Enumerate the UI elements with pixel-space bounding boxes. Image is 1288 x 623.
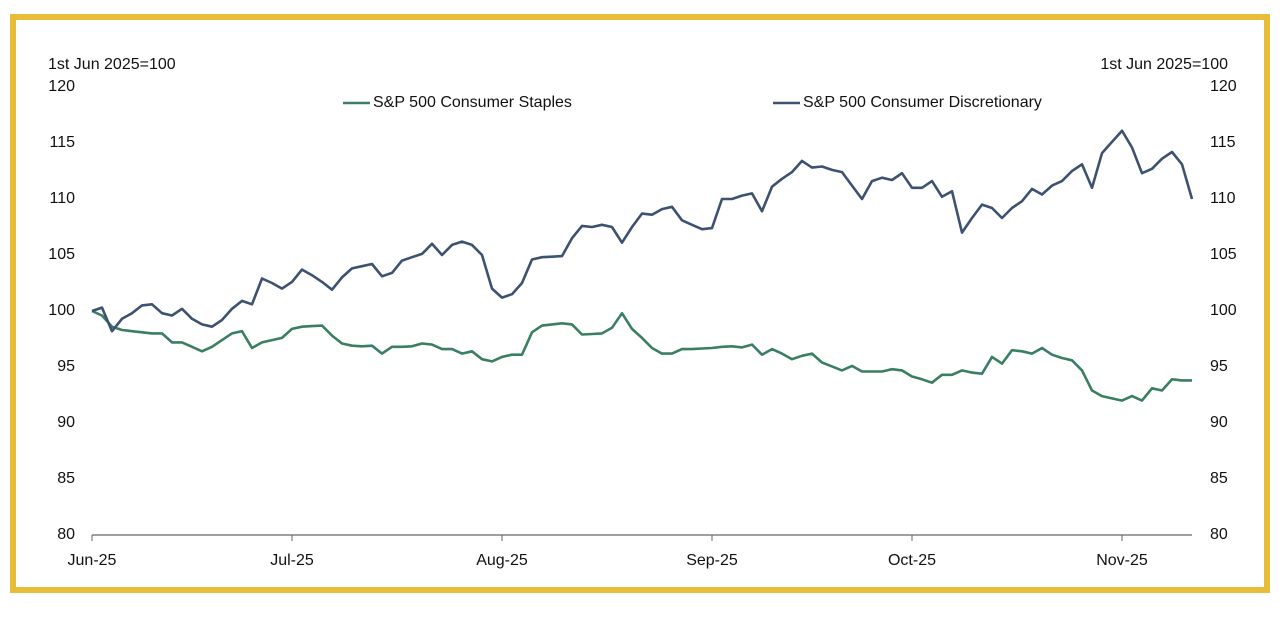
y-tick-label: 80 — [57, 526, 75, 543]
y2-tick-label: 80 — [1210, 526, 1228, 543]
y2-axis-label: 1st Jun 2025=100 — [1100, 56, 1228, 73]
y-tick-label: 95 — [57, 358, 75, 375]
series-line — [91, 309, 1192, 402]
y2-tick-label: 120 — [1210, 78, 1237, 95]
y2-tick-label: 105 — [1210, 246, 1237, 263]
y2-tick-label: 100 — [1210, 302, 1237, 319]
y-tick-label: 85 — [57, 470, 75, 487]
x-tick-label: Sep-25 — [686, 552, 738, 569]
y2-tick-label: 85 — [1210, 470, 1228, 487]
y2-tick-label: 95 — [1210, 358, 1228, 375]
x-tick-label: Nov-25 — [1096, 552, 1148, 569]
y2-tick-label: 115 — [1210, 134, 1236, 151]
y-axis-label: 1st Jun 2025=100 — [48, 56, 176, 73]
series-line — [91, 129, 1194, 333]
y-tick-label: 90 — [57, 414, 75, 431]
x-tick-label: Oct-25 — [888, 552, 936, 569]
y-tick-label: 115 — [49, 134, 75, 151]
legend-label: S&P 500 Consumer Staples — [373, 94, 572, 111]
x-tick-label: Aug-25 — [476, 552, 528, 569]
x-tick-label: Jun-25 — [68, 552, 117, 569]
y-tick-label: 120 — [48, 78, 75, 95]
y2-tick-label: 90 — [1210, 414, 1228, 431]
legend-label: S&P 500 Consumer Discretionary — [803, 94, 1042, 111]
x-tick-label: Jul-25 — [270, 552, 314, 569]
y-tick-label: 105 — [48, 246, 75, 263]
frame — [10, 14, 1270, 593]
y-tick-label: 100 — [48, 302, 75, 319]
y-tick-label: 110 — [49, 190, 75, 207]
y2-tick-label: 110 — [1210, 190, 1236, 207]
